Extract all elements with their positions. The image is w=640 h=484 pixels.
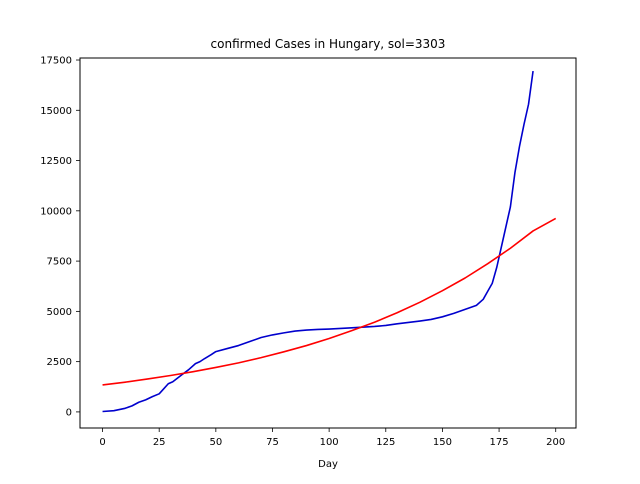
y-tick-label: 5000 [47, 307, 72, 318]
y-tick-label: 10000 [40, 206, 72, 217]
x-axis: 0 25 50 75 100 125 150 175 200 [99, 428, 565, 448]
x-axis-label: Day [318, 459, 338, 470]
x-tick-label: 150 [433, 437, 452, 448]
series-line-2 [102, 217, 557, 386]
y-tick-label: 12500 [40, 156, 72, 167]
y-axis: 0 2500 5000 7500 10000 12500 15000 17500 [40, 56, 80, 418]
y-tick-label: 15000 [40, 106, 72, 117]
x-tick-label: 200 [546, 437, 565, 448]
y-tick-label: 0 [66, 407, 72, 418]
plot-area [102, 70, 557, 413]
y-tick-label: 17500 [40, 56, 72, 67]
axes-frame [79, 57, 577, 429]
chart-title: confirmed Cases in Hungary, sol=3303 [211, 37, 446, 51]
x-tick-label: 125 [376, 437, 395, 448]
x-tick-label: 75 [266, 437, 279, 448]
y-tick-label: 2500 [47, 357, 72, 368]
x-tick-label: 50 [209, 437, 222, 448]
x-tick-label: 0 [99, 437, 105, 448]
series-line-1 [102, 70, 534, 413]
y-tick-label: 7500 [47, 257, 72, 268]
x-tick-label: 175 [490, 437, 509, 448]
x-tick-label: 100 [320, 437, 339, 448]
x-tick-label: 25 [153, 437, 166, 448]
